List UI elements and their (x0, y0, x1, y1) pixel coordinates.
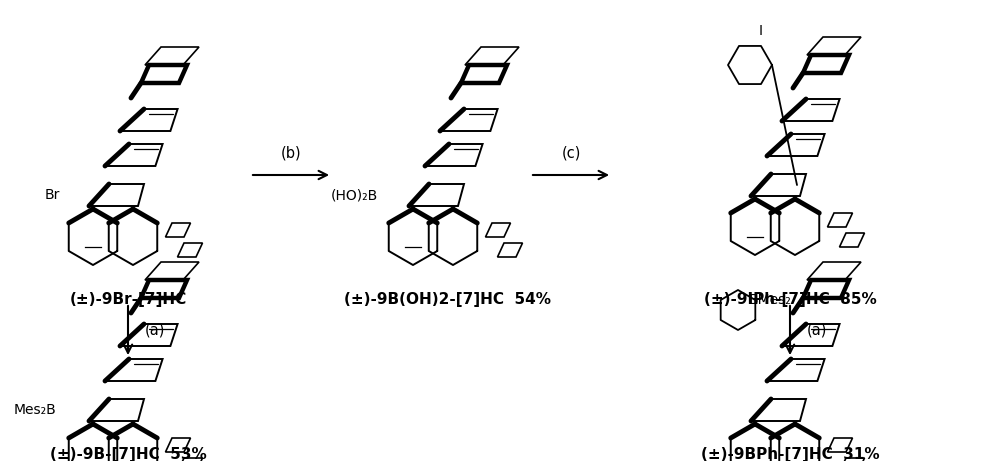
Text: (c): (c) (561, 145, 581, 160)
Text: (HO)₂B: (HO)₂B (331, 188, 378, 202)
Text: (b): (b) (281, 145, 301, 160)
Text: (±)-9B(OH)2-[7]HC  54%: (±)-9B(OH)2-[7]HC 54% (344, 292, 552, 307)
Text: BMes₂: BMes₂ (749, 293, 791, 307)
Text: (±)-9BPh-[7]HC  31%: (±)-9BPh-[7]HC 31% (701, 447, 879, 461)
Text: Mes₂B: Mes₂B (13, 403, 56, 417)
Text: (±)-9B-[7]HC  53%: (±)-9B-[7]HC 53% (50, 447, 206, 461)
Text: (±)-9IPh-[7]HC  85%: (±)-9IPh-[7]HC 85% (704, 292, 876, 307)
Text: (±)-9Br-[7]HC: (±)-9Br-[7]HC (69, 292, 187, 307)
Text: (a): (a) (145, 323, 165, 337)
Text: Br: Br (45, 188, 60, 202)
Text: I: I (759, 24, 763, 38)
Text: (a): (a) (807, 323, 827, 337)
